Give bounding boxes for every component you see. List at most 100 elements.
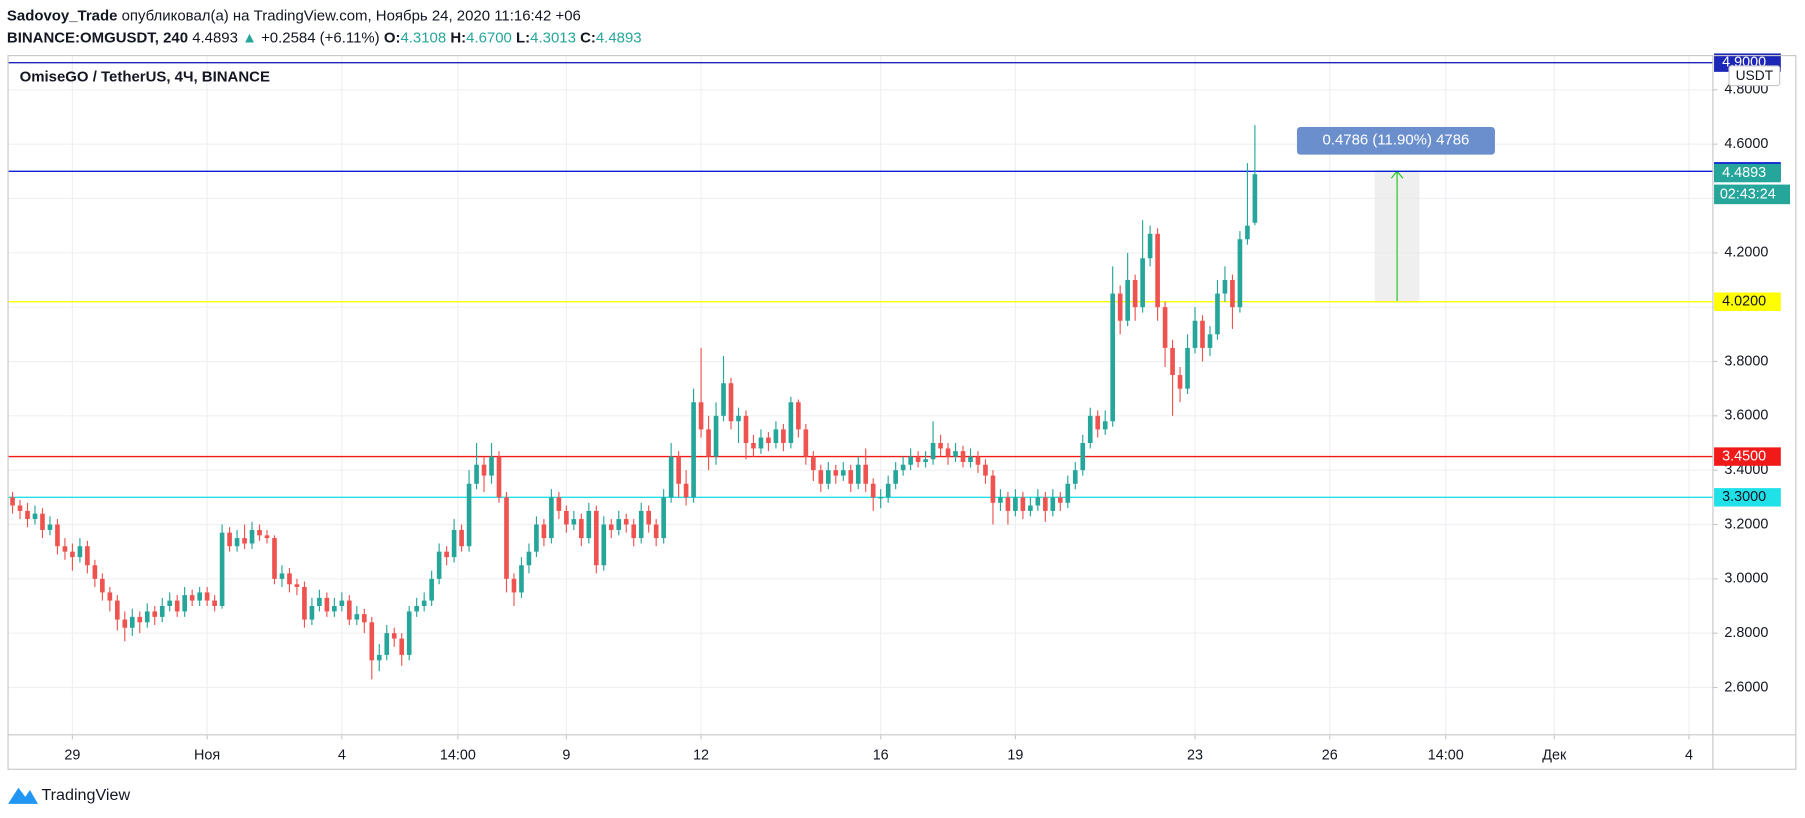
candle-body <box>10 497 15 506</box>
candle-body <box>825 470 831 484</box>
x-tick-label: 16 <box>873 747 889 763</box>
candle-body <box>107 592 113 601</box>
x-tick-label: 12 <box>693 747 709 763</box>
measure-label-box <box>1296 126 1495 155</box>
candle-body <box>945 448 951 457</box>
candle-body <box>137 616 143 623</box>
candle-body <box>1110 293 1116 422</box>
candle-body <box>309 606 315 620</box>
candle-body <box>294 584 300 587</box>
candle-body <box>391 633 397 639</box>
x-tick-label: Ноя <box>194 747 220 763</box>
candle-body <box>384 633 390 655</box>
arrow: ▲ <box>242 29 257 46</box>
candle-body <box>489 456 494 476</box>
candle-body <box>579 519 584 539</box>
candle-body <box>743 415 749 443</box>
candle-body <box>728 383 734 422</box>
candle-body <box>953 451 958 457</box>
candle-body <box>1200 320 1205 348</box>
o-label: O: <box>384 29 401 46</box>
candle-body <box>25 510 30 520</box>
candle-body <box>1132 279 1138 308</box>
candle-body <box>736 415 741 422</box>
candle-body <box>1140 258 1145 308</box>
measure-label: 0.4786 (11.90%) 4786 <box>1322 132 1469 149</box>
last: 4.4893 <box>192 29 238 46</box>
candle-body <box>1095 415 1101 430</box>
candle-body <box>661 497 666 539</box>
candle-body <box>1102 421 1108 430</box>
candle-body <box>332 606 337 612</box>
candle-body <box>855 464 861 484</box>
candle-body <box>1177 375 1183 389</box>
candle-body <box>541 524 547 539</box>
candle-body <box>466 483 472 547</box>
brand: TradingView <box>41 786 130 804</box>
candle-body <box>444 551 449 558</box>
candle-body <box>848 470 854 484</box>
candle-body <box>796 402 801 430</box>
candle-body <box>32 513 38 520</box>
candle-body <box>1162 307 1168 348</box>
candle-body <box>938 442 943 449</box>
candle-body <box>481 464 487 476</box>
candle-body <box>406 611 412 655</box>
candle-body <box>721 383 726 416</box>
candle-body <box>893 470 898 484</box>
candle-body <box>519 565 524 593</box>
candle-body <box>474 464 479 484</box>
candle-body <box>908 456 913 465</box>
candle-body <box>788 402 794 443</box>
y-tick-label: 2.6000 <box>1724 679 1768 695</box>
candle-body <box>1005 497 1011 511</box>
candle-body <box>227 532 232 547</box>
candle-body <box>287 573 292 585</box>
candle-body <box>369 622 375 661</box>
candle-body <box>182 595 187 612</box>
overlays: 0.4786 (11.90%) 47864.90004.50004.02003.… <box>1296 53 1791 507</box>
candle-body <box>47 524 53 530</box>
candle-body <box>1072 470 1078 484</box>
candle-body <box>496 456 502 498</box>
candle-body <box>159 606 165 617</box>
candle-body <box>272 538 277 579</box>
header-line-1: Sadovoy_Trade опубликовал(а) на TradingV… <box>7 7 581 24</box>
y-tick-label: 3.6000 <box>1724 408 1768 424</box>
candle-body <box>129 616 135 628</box>
price-tag-box <box>1714 447 1781 466</box>
candle-body <box>1155 233 1160 308</box>
candle-body <box>421 600 427 607</box>
candle-body <box>1043 497 1048 511</box>
candle-body <box>766 437 771 443</box>
candle-body <box>968 456 973 463</box>
candle-body <box>623 519 629 525</box>
candle-body <box>1170 347 1175 376</box>
candle-body <box>878 497 884 499</box>
currency-box <box>1728 65 1781 87</box>
candle-body <box>115 600 120 620</box>
price-tag: 4.0200 <box>1722 294 1766 310</box>
candle-body <box>1080 442 1086 471</box>
candle-body <box>526 551 532 566</box>
candle-body <box>249 529 255 544</box>
candle-body <box>713 415 719 457</box>
x-tick-label: 14:00 <box>1428 747 1464 763</box>
candle-body <box>811 456 816 471</box>
x-tick-label: 29 <box>64 747 80 763</box>
published: опубликовал(а) на TradingView.com, Ноябр… <box>122 7 581 24</box>
candle-body <box>459 529 464 547</box>
candle-body <box>698 402 704 430</box>
candle-body <box>556 497 562 511</box>
candle-body <box>511 578 517 593</box>
candle-body <box>302 586 307 620</box>
candle-body <box>85 546 90 566</box>
candle-body <box>653 524 659 539</box>
x-tick-label: 19 <box>1007 747 1023 763</box>
y-tick-label: 4.6000 <box>1724 136 1768 152</box>
candle-body <box>870 483 876 498</box>
candle-body <box>436 551 442 579</box>
header-line-2: BINANCE:OMGUSDT, 240 4.4893 ▲ +0.2584 (+… <box>7 29 642 46</box>
candle-body <box>17 505 23 511</box>
